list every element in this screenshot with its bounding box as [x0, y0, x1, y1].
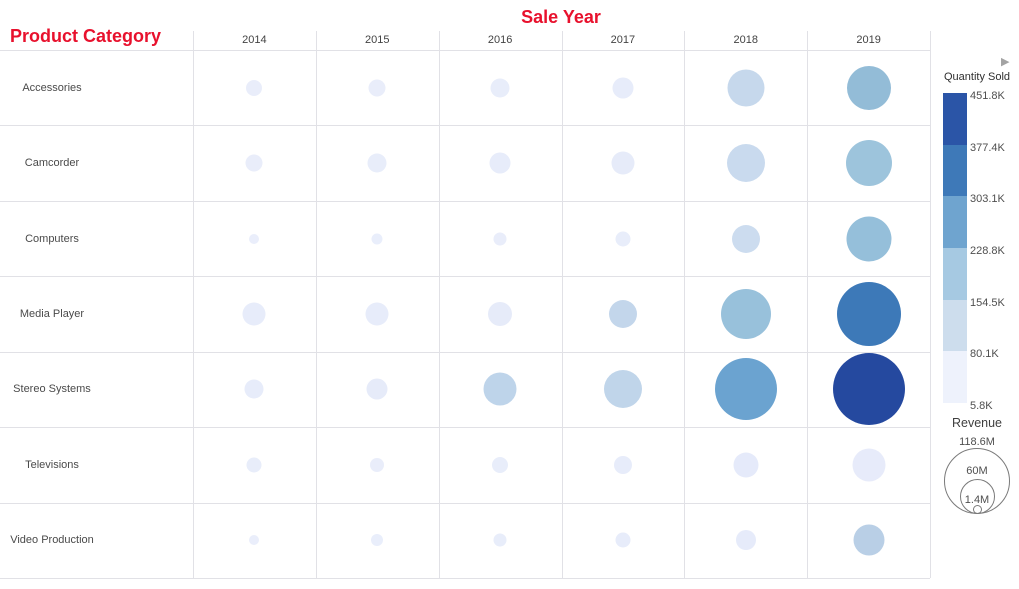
grid-vline [684, 31, 686, 578]
bubble-video-production-2017[interactable] [615, 532, 631, 548]
grid-hline [0, 276, 930, 278]
year-header-2017[interactable]: 2017 [610, 34, 636, 46]
row-header-video-production[interactable]: Video Production [10, 534, 94, 547]
bubble-media-player-2015[interactable] [365, 302, 389, 326]
bubble-accessories-2018[interactable] [727, 69, 765, 107]
bubble-televisions-2017[interactable] [613, 455, 632, 474]
bubble-computers-2015[interactable] [371, 233, 383, 245]
quantity-legend-swatch-4[interactable] [943, 299, 967, 352]
quantity-legend-tick: 451.8K [970, 90, 1005, 102]
bubble-video-production-2015[interactable] [371, 534, 384, 547]
quantity-legend-tick: 228.8K [970, 245, 1005, 257]
grid-hline [0, 502, 930, 504]
year-header-2018[interactable]: 2018 [733, 34, 758, 46]
year-header-2016[interactable]: 2016 [487, 34, 513, 46]
bubble-media-player-2019[interactable] [836, 282, 901, 346]
revenue-circle-label-118.6M: 118.6M [959, 436, 995, 448]
revenue-legend-title: Revenue [951, 416, 1003, 430]
quantity-legend-swatch-2[interactable] [943, 196, 967, 248]
bubble-media-player-2014[interactable] [242, 302, 266, 326]
bubble-camcorder-2017[interactable] [611, 151, 635, 175]
grid-vline [930, 31, 931, 578]
bubble-media-player-2018[interactable] [720, 289, 771, 339]
grid-hline [0, 50, 930, 51]
quantity-legend-title: Quantity Sold [943, 71, 1011, 83]
revenue-circle-label-60M: 60M [966, 465, 988, 477]
bubble-accessories-2016[interactable] [490, 78, 510, 98]
grid-vline [193, 31, 194, 578]
bubble-stereo-systems-2017[interactable] [603, 370, 642, 409]
bubble-media-player-2017[interactable] [608, 300, 637, 328]
bubble-computers-2016[interactable] [493, 232, 507, 246]
grid-hline [0, 200, 930, 202]
bubble-accessories-2017[interactable] [612, 77, 634, 99]
grid-hline [0, 427, 930, 429]
bubble-stereo-systems-2016[interactable] [483, 372, 517, 406]
bubble-stereo-systems-2019[interactable] [832, 353, 905, 426]
bubble-computers-2014[interactable] [249, 233, 260, 244]
bubble-televisions-2019[interactable] [852, 448, 886, 482]
grid-vline [315, 31, 317, 578]
year-header-2014[interactable]: 2014 [242, 34, 267, 46]
row-header-stereo-systems[interactable]: Stereo Systems [13, 383, 91, 396]
bubble-camcorder-2019[interactable] [845, 140, 892, 187]
legend-expand-icon[interactable]: ▶ [1001, 56, 1010, 68]
quantity-legend-tick: 5.8K [970, 400, 993, 413]
bubble-televisions-2014[interactable] [246, 457, 262, 473]
year-header-2019[interactable]: 2019 [856, 34, 881, 46]
row-header-accessories[interactable]: Accessories [22, 81, 82, 94]
bubble-camcorder-2016[interactable] [489, 152, 511, 174]
revenue-circle-1.4M [972, 505, 982, 514]
bubble-stereo-systems-2018[interactable] [714, 358, 777, 421]
quantity-legend-swatch-0[interactable] [943, 93, 967, 145]
quantity-legend-tick: 303.1K [970, 193, 1005, 206]
quantity-legend-tick: 377.4K [970, 141, 1005, 154]
bubble-computers-2018[interactable] [731, 224, 760, 253]
quantity-legend-tick: 154.5K [970, 296, 1005, 309]
bubble-camcorder-2014[interactable] [245, 154, 263, 172]
bubble-camcorder-2015[interactable] [367, 153, 387, 173]
grid-vline [438, 31, 440, 578]
grid-hline [0, 578, 930, 579]
quantity-legend-swatch-3[interactable] [943, 248, 967, 300]
row-header-computers[interactable]: Computers [25, 232, 79, 245]
bubble-camcorder-2018[interactable] [726, 144, 765, 183]
grid-hline [0, 125, 930, 127]
quantity-legend-swatch-1[interactable] [943, 144, 967, 197]
bubble-stereo-systems-2014[interactable] [244, 379, 264, 399]
bubble-televisions-2015[interactable] [370, 457, 385, 472]
quantity-legend-swatch-5[interactable] [943, 351, 967, 403]
grid-hline [0, 351, 930, 353]
bubble-video-production-2019[interactable] [853, 524, 885, 556]
bubble-accessories-2014[interactable] [246, 79, 263, 96]
bubble-stereo-systems-2015[interactable] [366, 378, 388, 400]
bubble-computers-2017[interactable] [615, 231, 631, 247]
bubble-accessories-2015[interactable] [368, 79, 386, 97]
revenue-circle-label-1.4M: 1.4M [964, 494, 990, 506]
bubble-media-player-2016[interactable] [488, 302, 513, 326]
quantity-legend-tick: 80.1K [970, 348, 999, 361]
bubble-accessories-2019[interactable] [846, 65, 891, 110]
year-header-2015[interactable]: 2015 [365, 34, 390, 46]
grid-vline [807, 31, 809, 578]
row-header-media-player[interactable]: Media Player [19, 308, 85, 320]
bubble-televisions-2018[interactable] [733, 452, 759, 478]
row-header-camcorder[interactable]: Camcorder [24, 157, 80, 170]
bubble-televisions-2016[interactable] [492, 456, 509, 473]
bubble-video-production-2016[interactable] [493, 533, 507, 547]
grid-vline [561, 31, 563, 578]
row-axis-title: Product Category [10, 26, 162, 46]
bubble-computers-2019[interactable] [846, 216, 892, 262]
bubble-video-production-2018[interactable] [735, 530, 756, 551]
bubble-video-production-2014[interactable] [249, 535, 260, 546]
row-header-televisions[interactable]: Televisions [25, 458, 79, 471]
column-axis-title: Sale Year [521, 7, 601, 27]
